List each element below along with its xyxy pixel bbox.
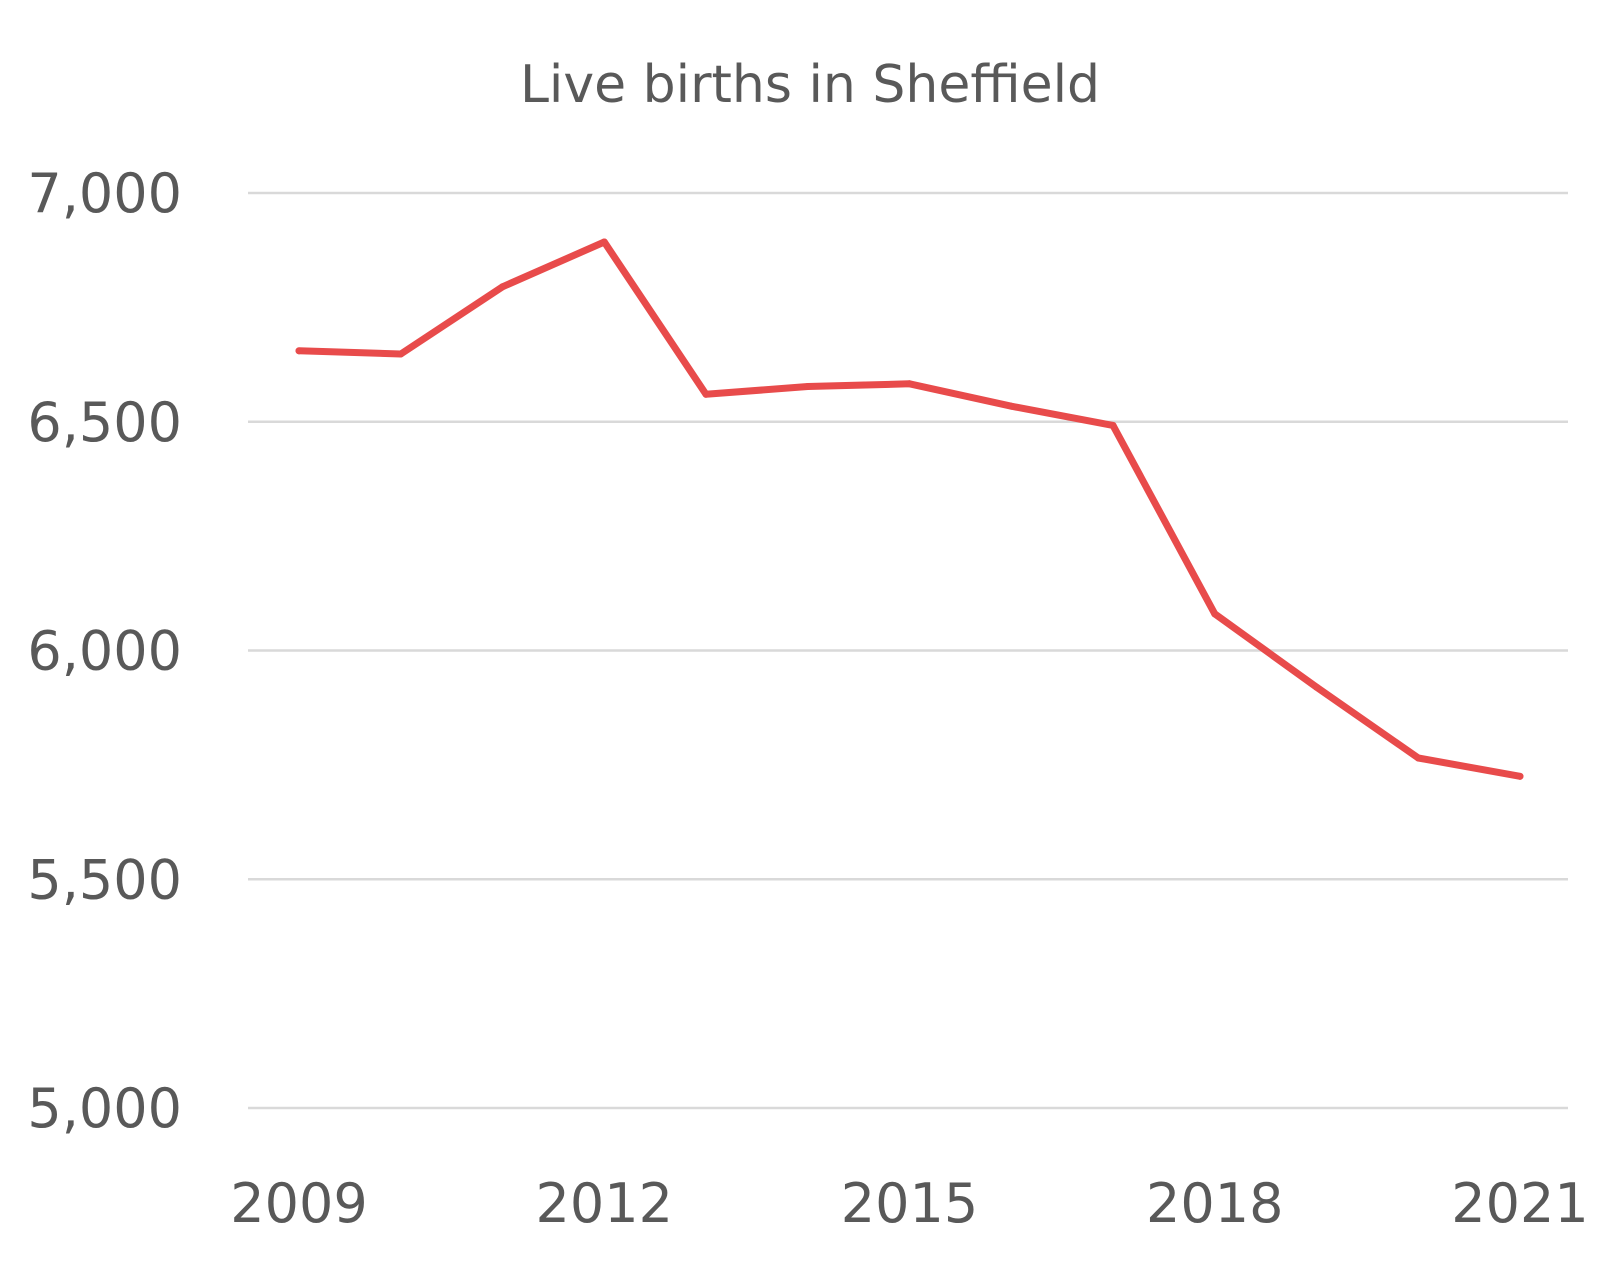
y-tick-label-7000: 7,000 <box>27 162 182 225</box>
data-point-2013 <box>702 390 710 398</box>
y-tick-label-6500: 6,500 <box>27 391 182 454</box>
x-tick-label-2009: 2009 <box>230 1172 367 1235</box>
data-point-2014 <box>804 383 812 391</box>
data-point-2010 <box>397 350 405 358</box>
x-axis-tick-labels: 2009 2012 2015 2018 2021 <box>230 1172 1588 1235</box>
y-tick-label-5500: 5,500 <box>27 848 182 911</box>
data-point-2020 <box>1414 754 1422 762</box>
data-point-2012 <box>600 238 608 246</box>
data-point-2016 <box>1007 402 1015 410</box>
data-point-2021 <box>1516 772 1524 780</box>
data-point-2009 <box>295 347 303 355</box>
y-tick-label-5000: 5,000 <box>27 1077 182 1140</box>
series-lines <box>295 238 1524 780</box>
data-point-2018 <box>1211 610 1219 618</box>
x-tick-label-2021: 2021 <box>1451 1172 1588 1235</box>
y-tick-label-6000: 6,000 <box>27 620 182 683</box>
chart-title: Live births in Sheffield <box>520 55 1100 115</box>
data-point-2015 <box>906 380 913 388</box>
y-axis-tick-labels: 5,000 5,500 6,000 6,500 7,000 <box>27 162 182 1140</box>
x-tick-label-2018: 2018 <box>1146 1172 1283 1235</box>
gridlines <box>248 191 1568 1110</box>
x-tick-label-2015: 2015 <box>841 1172 978 1235</box>
data-point-2017 <box>1109 421 1117 429</box>
series-line-0 <box>295 238 1524 780</box>
data-point-2011 <box>499 283 506 291</box>
x-tick-label-2012: 2012 <box>536 1172 673 1235</box>
data-point-2019 <box>1313 683 1320 691</box>
